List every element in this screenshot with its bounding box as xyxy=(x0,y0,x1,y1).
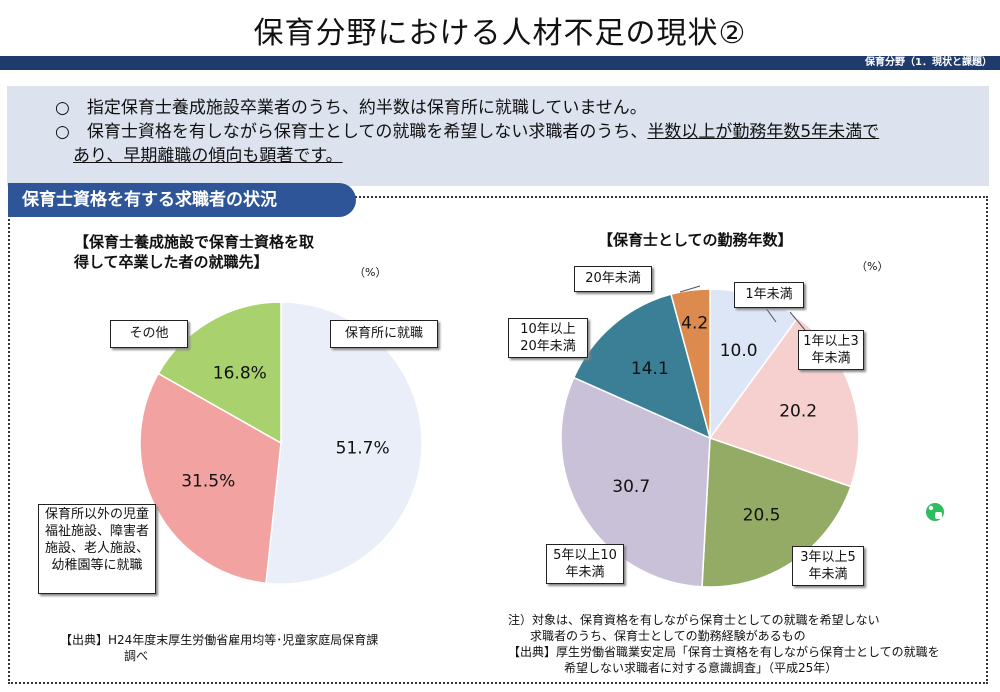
pie-slice-value-label: 30.7 xyxy=(612,477,650,497)
callout-right-10-20y: 10年以上20年未満 xyxy=(508,318,588,358)
leader-line-20y xyxy=(679,285,701,293)
callout-right-1-3y: 1年以上3年未満 xyxy=(798,330,864,370)
left-source: 【出典】H24年度末厚生労働省雇用均等･児童家庭局保育課 調べ xyxy=(60,632,378,664)
pie-slice-value-label: 20.2 xyxy=(779,401,817,421)
summary-line-2-prefix: ○ 保育士資格を有しながら保育士としての就職を希望しない求職者のうち、 xyxy=(55,122,648,142)
callout-right-3-5y: 3年以上5年未満 xyxy=(792,546,864,586)
pie-chart-right: 10.0 20.2 20.5 30.7 14.1 4.2 xyxy=(560,288,860,588)
right-note: 注）対象は、保育資格を有しながら保育士としての就職を希望しない 求職者のうち、保… xyxy=(508,612,940,676)
summary-line-2-underlined: 半数以上が勤務年数5年未満で xyxy=(647,122,880,142)
pie-slice xyxy=(157,301,282,445)
pie-slice-value-label: 14.1 xyxy=(631,359,669,379)
right-chart-title: 【保育士としての勤務年数】 xyxy=(598,231,793,249)
pie-slice-value-label: 4.2 xyxy=(681,314,708,334)
pie-slice xyxy=(265,301,423,585)
chart-frame xyxy=(8,196,988,684)
right-unit-label: （%） xyxy=(856,260,889,273)
callout-right-5-10y: 5年以上10年未満 xyxy=(546,544,624,584)
header-bar-label: 保育分野（1．現状と課題） xyxy=(865,57,992,68)
pie-slice-value-label: 10.0 xyxy=(720,341,758,361)
summary-line-2: ○ 保育士資格を有しながら保育士としての就職を希望しない求職者のうち、半数以上が… xyxy=(55,120,990,144)
left-source-line2: 調べ xyxy=(124,649,149,663)
pie-slice-value-label: 31.5% xyxy=(181,471,235,491)
pie-slice xyxy=(560,376,711,588)
callout-right-1y: 1年未満 xyxy=(734,282,804,308)
summary-box: ○ 指定保育士養成施設卒業者のうち、約半数は保育所に就職していません。 ○ 保育… xyxy=(7,86,989,186)
pie-slice-value-label: 20.5 xyxy=(743,506,781,526)
page-title: 保育分野における人材不足の現状② xyxy=(253,16,747,51)
pie-slice-value-label: 51.7% xyxy=(336,438,390,458)
left-unit-label: （%） xyxy=(354,266,387,279)
callout-right-20y: 20年未満 xyxy=(574,266,652,292)
pie-slice xyxy=(572,293,712,440)
callout-left-other: その他 xyxy=(110,320,188,348)
left-chart-title-line2: 得して卒業した者の就職先】 xyxy=(74,253,269,271)
pie-slice xyxy=(670,288,711,439)
left-chart-title: 【保育士養成施設で保育士資格を取 得して卒業した者の就職先】 xyxy=(74,232,314,272)
pie-slice-value-label: 16.8% xyxy=(213,363,267,383)
callout-left-other-facilities: 保育所以外の児童福祉施設、障害者施設、老人施設、幼稚園等に就職 xyxy=(38,504,156,594)
header-bar: 保育分野（1．現状と課題） xyxy=(0,56,1000,70)
elephant-icon xyxy=(926,503,944,521)
right-note-line1: 注）対象は、保育資格を有しながら保育士としての就職を希望しない xyxy=(508,613,880,627)
pie-chart-left: 51.7% 31.5% 16.8% xyxy=(139,301,423,585)
left-chart-title-line1: 【保育士養成施設で保育士資格を取 xyxy=(74,233,315,251)
summary-line-1: ○ 指定保育士養成施設卒業者のうち、約半数は保育所に就職していません。 xyxy=(55,98,647,118)
leader-line-1-3y xyxy=(789,311,806,331)
left-source-line1: 【出典】H24年度末厚生労働省雇用均等･児童家庭局保育課 xyxy=(60,633,379,647)
summary-line-3: あり、早期離職の傾向も顕著です。 xyxy=(73,146,343,166)
right-source-line2: 希望しない求職者に対する意識調査」（平成25年） xyxy=(564,661,838,675)
right-source-line1: 【出典】厚生労働省職業安定局「保育士資格を有しながら保育士としての就職を xyxy=(508,645,940,659)
section-tab: 保育士資格を有する求職者の状況 xyxy=(8,183,356,217)
right-note-line2: 求職者のうち、保育士としての勤務経験があるもの xyxy=(530,629,806,643)
callout-left-nursery: 保育所に就職 xyxy=(330,320,438,348)
